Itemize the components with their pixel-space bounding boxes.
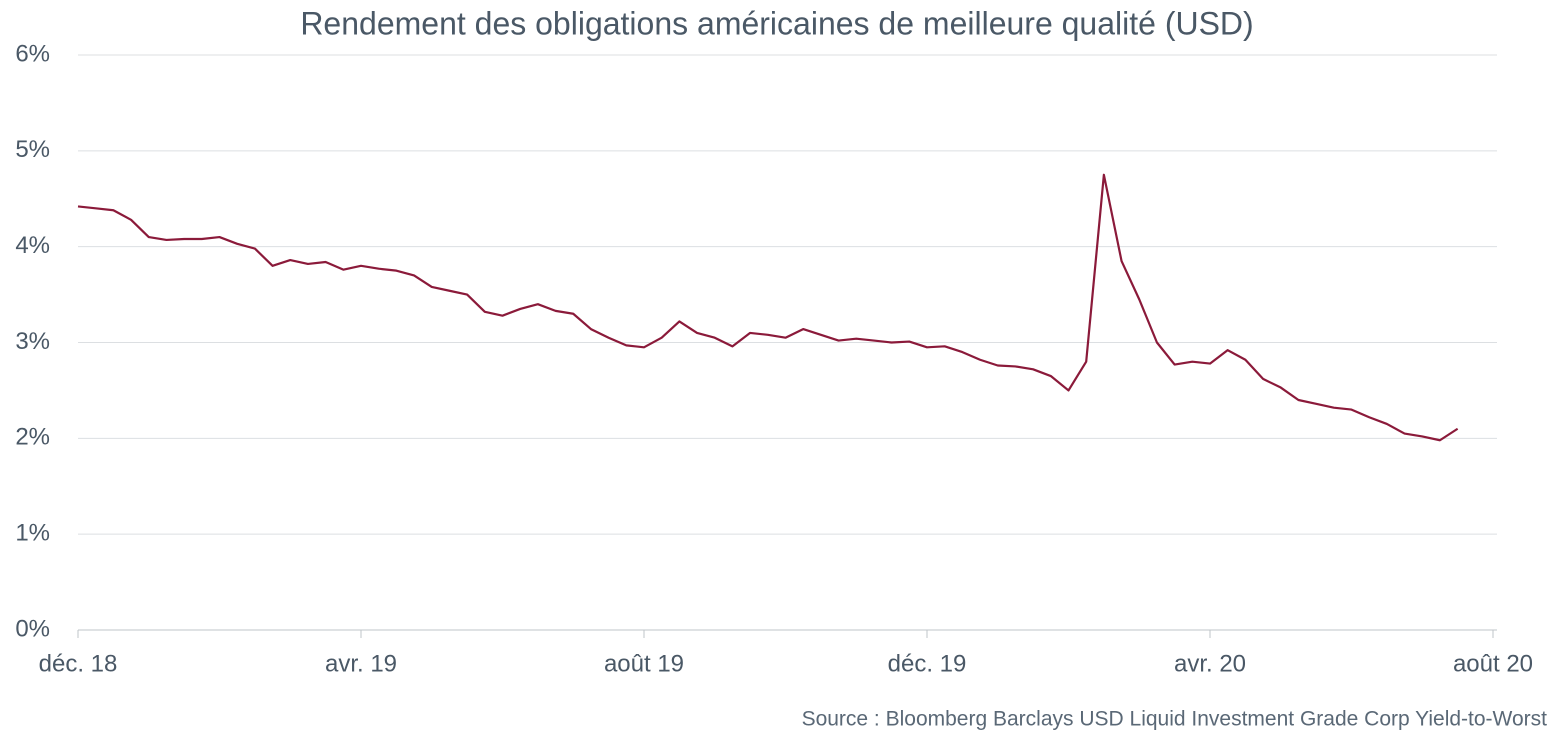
y-tick-label: 3% — [15, 328, 50, 355]
x-tick-label: avr. 20 — [1174, 650, 1246, 677]
y-tick-label: 5% — [15, 136, 50, 163]
data-line — [77, 173, 1459, 442]
y-tick-label: 0% — [15, 615, 50, 642]
chart-title: Rendement des obligations américaines de… — [300, 5, 1253, 41]
source-note: Source : Bloomberg Barclays USD Liquid I… — [802, 708, 1548, 731]
y-tick-label: 4% — [15, 232, 50, 259]
x-tick-label: déc. 19 — [888, 650, 967, 677]
y-tick-label: 6% — [15, 40, 50, 67]
y-tick-label: 1% — [15, 520, 50, 547]
x-tick-label: avr. 19 — [325, 650, 397, 677]
y-tick-label: 2% — [15, 424, 50, 451]
x-tick-label: août 20 — [1453, 650, 1533, 677]
x-tick-label: déc. 18 — [39, 650, 118, 677]
x-tick-label: août 19 — [604, 650, 684, 677]
